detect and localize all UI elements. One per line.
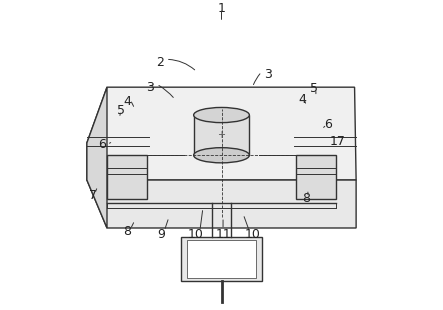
Text: 17: 17 — [330, 135, 346, 148]
Polygon shape — [296, 155, 336, 199]
Text: 3: 3 — [264, 68, 272, 81]
Text: 1: 1 — [218, 2, 225, 15]
Text: 8: 8 — [303, 192, 311, 205]
Polygon shape — [187, 240, 256, 277]
Ellipse shape — [194, 108, 249, 123]
Text: 2: 2 — [155, 56, 163, 69]
Polygon shape — [194, 115, 249, 155]
Text: 3: 3 — [146, 81, 154, 94]
Text: 6: 6 — [98, 138, 106, 151]
Text: 5: 5 — [117, 104, 125, 117]
Polygon shape — [87, 180, 356, 228]
Text: 8: 8 — [123, 224, 131, 237]
Ellipse shape — [194, 148, 249, 163]
Text: +: + — [218, 130, 225, 140]
Text: 10: 10 — [187, 228, 203, 241]
Text: 10: 10 — [245, 228, 260, 241]
Text: 4: 4 — [298, 93, 306, 106]
Text: 4: 4 — [123, 95, 131, 108]
Polygon shape — [87, 87, 107, 228]
Polygon shape — [107, 155, 147, 199]
Polygon shape — [181, 237, 262, 281]
Text: 5: 5 — [311, 82, 319, 95]
Text: 6: 6 — [324, 118, 332, 131]
Text: 9: 9 — [157, 228, 165, 241]
Text: 11: 11 — [215, 228, 231, 241]
Polygon shape — [87, 87, 356, 180]
Text: 7: 7 — [89, 189, 97, 202]
